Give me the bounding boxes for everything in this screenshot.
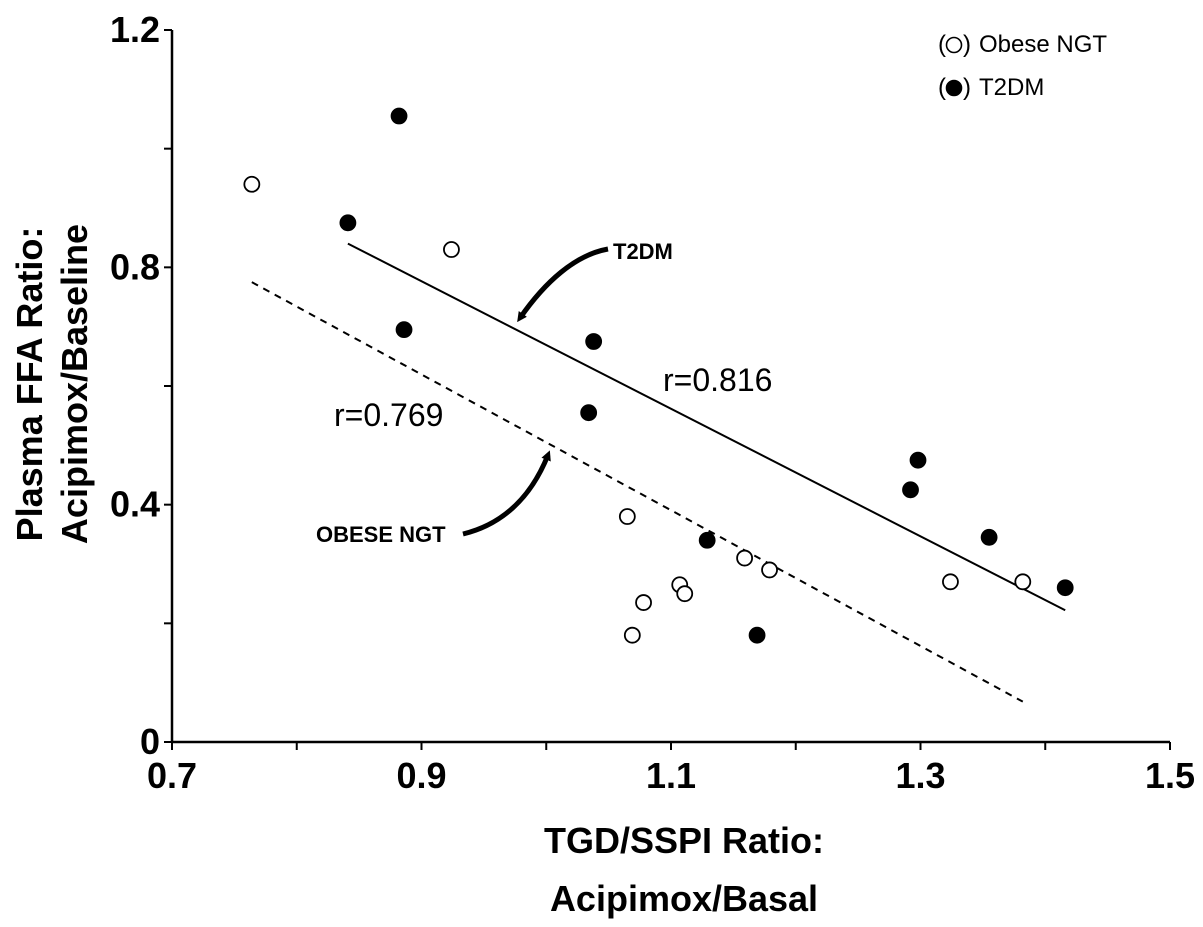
point-obese-ngt: [635, 594, 652, 611]
point-t2dm: [980, 528, 998, 546]
x-tick-label: 0.7: [147, 755, 197, 796]
x-axis-title-line2: Acipimox/Basal: [550, 878, 818, 919]
point-t2dm: [1056, 579, 1074, 597]
point-t2dm: [580, 404, 598, 422]
legend-paren-open: (: [938, 74, 946, 101]
point-t2dm: [395, 321, 413, 339]
y-tick-label: 0.8: [110, 246, 160, 287]
annotation-obese-ngt-arrow: [462, 450, 551, 537]
point-obese-ngt: [1014, 573, 1032, 591]
r-label-t2dm: r=0.816: [663, 362, 772, 398]
x-tick-label: 1.1: [646, 755, 696, 796]
y-tick-label: 0: [140, 721, 160, 762]
legend-label-obese-ngt: Obese NGT: [979, 31, 1107, 58]
point-t2dm: [339, 214, 357, 232]
y-axis-title-line1: Plasma FFA Ratio:: [9, 227, 50, 542]
legend-paren-open: (: [938, 31, 946, 58]
annotation-obese-ngt-label: OBESE NGT: [316, 522, 446, 547]
annotation-t2dm: T2DM: [517, 239, 673, 323]
point-obese-ngt: [676, 585, 694, 603]
fit-line-t2dm: [347, 242, 1066, 612]
legend-item-obese-ngt: ( ) Obese NGT: [938, 31, 1107, 58]
x-tick-label: 1.5: [1145, 755, 1195, 796]
x-tick-label: 0.9: [396, 755, 446, 796]
annotation-t2dm-arrow: [517, 246, 609, 323]
point-t2dm: [585, 333, 603, 350]
point-t2dm: [698, 531, 716, 549]
legend-filled-circle-icon: [945, 79, 963, 97]
x-axis-title-line1: TGD/SSPI Ratio:: [544, 820, 824, 861]
y-ticks: 0 0.4 0.8 1.2: [110, 9, 172, 762]
point-obese-ngt: [736, 549, 754, 567]
point-obese-ngt: [761, 561, 778, 579]
point-t2dm: [390, 107, 408, 125]
y-tick-label: 0.4: [110, 484, 160, 525]
r-label-obese-ngt: r=0.769: [334, 397, 443, 433]
data-points: [243, 107, 1074, 644]
point-obese-ngt: [942, 573, 959, 591]
point-obese-ngt: [243, 175, 261, 193]
legend-item-t2dm: ( ) T2DM: [938, 74, 1044, 101]
annotation-t2dm-label: T2DM: [613, 239, 673, 264]
point-obese-ngt: [623, 626, 641, 644]
y-axis-title-line2: Acipimox/Baseline: [54, 224, 95, 544]
y-tick-label: 1.2: [110, 9, 160, 50]
annotation-obese-ngt: OBESE NGT: [316, 450, 551, 547]
legend-paren-close: ): [963, 31, 971, 58]
point-t2dm: [748, 626, 766, 644]
point-obese-ngt: [618, 508, 636, 525]
point-t2dm: [902, 481, 919, 499]
fit-line-obese-ngt: [251, 281, 1024, 703]
x-tick-label: 1.3: [895, 755, 945, 796]
point-t2dm: [909, 451, 927, 469]
legend-open-circle-icon: [945, 36, 963, 54]
legend: ( ) Obese NGT ( ) T2DM: [938, 31, 1107, 101]
x-ticks: 0.7 0.9 1.1 1.3 1.5: [147, 742, 1195, 796]
fit-lines: [251, 242, 1066, 703]
legend-paren-close: ): [963, 74, 971, 101]
point-obese-ngt: [443, 241, 460, 258]
legend-label-t2dm: T2DM: [979, 74, 1044, 101]
